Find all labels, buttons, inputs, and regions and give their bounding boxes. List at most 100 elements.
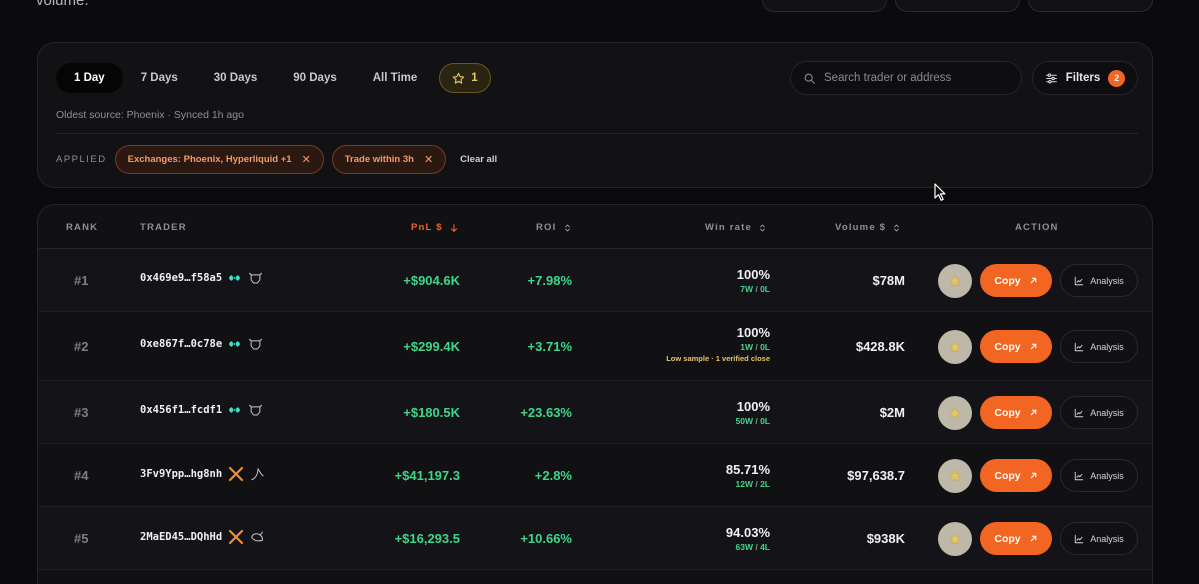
volume-cell: $97,638.7 [847,467,905,483]
table-row[interactable]: #1 0x469e9…f58a5 +$904.6K +7.98% 100% 7W / 0L… [38,249,1152,312]
bull-icon [248,271,263,285]
trader-address[interactable]: 0xe867f…0c78e [140,337,223,350]
filter-chip-label: Trade within 3h [344,154,414,165]
win-rate-cell: 100% 50W / 0L [736,399,771,426]
losses-count: 0L [760,283,770,294]
trader-address[interactable]: 3Fv9Ypp…hg8nh [140,467,223,480]
analysis-label: Analysis [1090,533,1124,544]
favorite-button[interactable] [938,395,972,430]
top-button-group [762,0,1153,12]
line-chart-icon [1074,471,1084,481]
tab-7-days[interactable]: 7 Days [140,72,178,84]
copy-button[interactable]: Copy [980,330,1052,363]
favorite-button[interactable] [938,521,972,556]
analysis-label: Analysis [1090,470,1124,481]
table-row[interactable]: #5 2MaED45…DQhHd +$16,293.5 +10.66% 94.03% 63… [38,507,1152,570]
sort-icon [892,223,901,233]
wins-count: 50W [735,415,753,426]
action-cell: Copy Analysis [938,329,1138,364]
pnl-cell: +$41,197.3 [394,467,460,483]
applied-label: APPLIED [56,154,107,165]
tab-all-time[interactable]: All Time [372,72,418,84]
shark-icon [250,466,265,481]
copy-label: Copy [994,406,1021,419]
trader-address[interactable]: 0x456f1…fcdf1 [140,403,223,416]
wins-count: 63W [735,541,753,552]
clear-all-button[interactable]: Clear all [460,154,498,165]
applied-filters: APPLIED Exchanges: Phoenix, Hyperliquid … [56,145,497,174]
action-cell: Copy Analysis [938,521,1138,556]
line-chart-icon [1074,408,1084,418]
win-loss-record: 63W / 4L [735,541,771,552]
line-chart-icon [1074,534,1084,544]
trader-address[interactable]: 0x469e9…f58a5 [140,271,223,284]
search-box[interactable] [790,61,1022,95]
hyperliquid-logo-icon [228,273,242,283]
hyperliquid-logo-icon [228,339,242,349]
analysis-button[interactable]: Analysis [1060,396,1138,429]
filter-chip-trade-within[interactable]: Trade within 3h ✕ [331,145,447,174]
favorite-button[interactable] [938,458,972,493]
sync-status: Oldest source: Phoenix · Synced 1h ago [56,109,244,121]
favorite-button[interactable] [938,263,972,298]
copy-button[interactable]: Copy [980,264,1052,297]
pnl-cell: +$299.4K [403,338,460,354]
sort-icon [758,223,767,233]
win-loss-record: 50W / 0L [735,415,771,426]
top-button-2[interactable] [895,0,1020,12]
whale-icon [250,530,265,544]
close-icon[interactable]: ✕ [301,154,311,166]
top-button-3[interactable] [1028,0,1153,12]
favorite-button[interactable] [938,329,972,364]
trader-cell[interactable]: 3Fv9Ypp…hg8nh [140,466,265,482]
search-icon [803,72,816,85]
action-cell: Copy Analysis [938,395,1138,430]
star-icon [948,469,962,483]
column-pnl[interactable]: PnL $ [411,222,459,233]
table-row[interactable]: #3 0x456f1…fcdf1 +$180.5K +23.63% 100% 50W / … [38,381,1152,444]
analysis-button[interactable]: Analysis [1060,522,1138,555]
trader-cell[interactable]: 0xe867f…0c78e [140,337,263,351]
volume-cell: $78M [872,272,905,288]
action-cell: Copy Analysis [938,263,1138,298]
column-win-rate-label: Win rate [705,222,752,233]
copy-button[interactable]: Copy [980,396,1052,429]
star-icon [948,532,962,546]
filter-chip-exchanges[interactable]: Exchanges: Phoenix, Hyperliquid +1 ✕ [114,145,324,174]
leaderboard-table: RANK TRADER PnL $ ROI Win rate Volume $ [37,204,1153,584]
phoenix-logo-icon [228,529,244,545]
column-roi[interactable]: ROI [536,222,572,233]
trader-cell[interactable]: 0x469e9…f58a5 [140,271,263,285]
close-icon[interactable]: ✕ [423,154,434,166]
starred-filter-button[interactable]: 1 [439,63,491,93]
filters-button[interactable]: Filters 2 [1032,61,1138,95]
top-button-1[interactable] [762,0,887,12]
pnl-cell: +$904.6K [403,272,460,288]
rank-cell: #1 [74,272,89,288]
analysis-label: Analysis [1090,275,1124,286]
trader-cell[interactable]: 2MaED45…DQhHd [140,529,265,545]
pnl-cell: +$16,293.5 [394,530,460,546]
copy-button[interactable]: Copy [980,522,1052,555]
win-rate-percent: 94.03% [725,524,770,540]
trader-cell[interactable]: 0x456f1…fcdf1 [140,403,263,417]
starred-count: 1 [471,72,478,84]
column-volume[interactable]: Volume $ [835,222,901,233]
column-win-rate[interactable]: Win rate [705,222,767,233]
table-row[interactable]: #2 0xe867f…0c78e +$299.4K +3.71% 100% 1W / 0L… [38,312,1152,381]
trader-address[interactable]: 2MaED45…DQhHd [140,530,223,543]
analysis-button[interactable]: Analysis [1060,330,1138,363]
analysis-button[interactable]: Analysis [1060,264,1138,297]
tab-1-day[interactable]: 1 Day [56,63,123,93]
win-rate-percent: 85.71% [725,461,770,477]
copy-button[interactable]: Copy [980,459,1052,492]
analysis-button[interactable]: Analysis [1060,459,1138,492]
copy-label: Copy [994,274,1021,287]
tab-90-days[interactable]: 90 Days [293,72,337,84]
roi-cell: +2.8% [534,467,572,483]
table-row[interactable]: #4 3Fv9Ypp…hg8nh +$41,197.3 +2.8% 85.71% 12W … [38,444,1152,507]
sort-icon [563,223,572,233]
search-input[interactable] [824,72,1004,84]
copy-label: Copy [994,340,1021,353]
tab-30-days[interactable]: 30 Days [213,72,258,84]
